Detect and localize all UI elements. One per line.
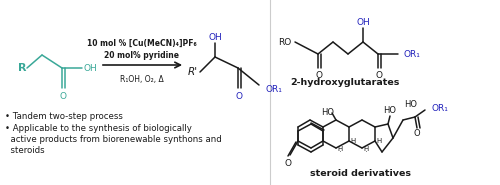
Text: OR₁: OR₁ <box>265 85 282 93</box>
Text: O: O <box>376 70 382 80</box>
Text: O: O <box>236 92 242 100</box>
Text: O: O <box>60 92 66 100</box>
Text: steroid derivatives: steroid derivatives <box>310 169 410 179</box>
Text: HO: HO <box>404 100 417 108</box>
Text: R': R' <box>188 67 198 77</box>
Text: Ḥ: Ḥ <box>363 145 368 151</box>
Text: Ḥ: Ḥ <box>337 145 342 151</box>
Text: OH: OH <box>356 18 370 26</box>
Text: RO: RO <box>278 38 291 46</box>
Text: active products from biorenewable synthons and: active products from biorenewable syntho… <box>5 135 222 144</box>
Text: 10 mol % [Cu(MeCN)₄]PF₆: 10 mol % [Cu(MeCN)₄]PF₆ <box>87 38 197 48</box>
Text: H: H <box>350 138 355 144</box>
Text: • Tandem two-step process: • Tandem two-step process <box>5 112 123 121</box>
Text: • Applicable to the synthesis of biologically: • Applicable to the synthesis of biologi… <box>5 124 192 133</box>
Text: O: O <box>414 130 420 139</box>
Text: 20 mol% pyridine: 20 mol% pyridine <box>104 51 180 60</box>
Text: OR₁: OR₁ <box>431 103 448 112</box>
Text: O: O <box>316 70 322 80</box>
Text: HO: HO <box>384 105 396 115</box>
Text: O: O <box>284 159 292 167</box>
Text: OH: OH <box>208 33 222 41</box>
Text: OR₁: OR₁ <box>404 50 421 58</box>
Text: H: H <box>376 138 382 144</box>
Text: HO: HO <box>321 107 334 117</box>
Text: R: R <box>18 63 26 73</box>
Text: steroids: steroids <box>5 146 44 155</box>
Text: R₁OH, O₂, Δ: R₁OH, O₂, Δ <box>120 75 164 83</box>
Text: 2-hydroxyglutarates: 2-hydroxyglutarates <box>290 78 400 87</box>
Text: OH: OH <box>83 63 97 73</box>
